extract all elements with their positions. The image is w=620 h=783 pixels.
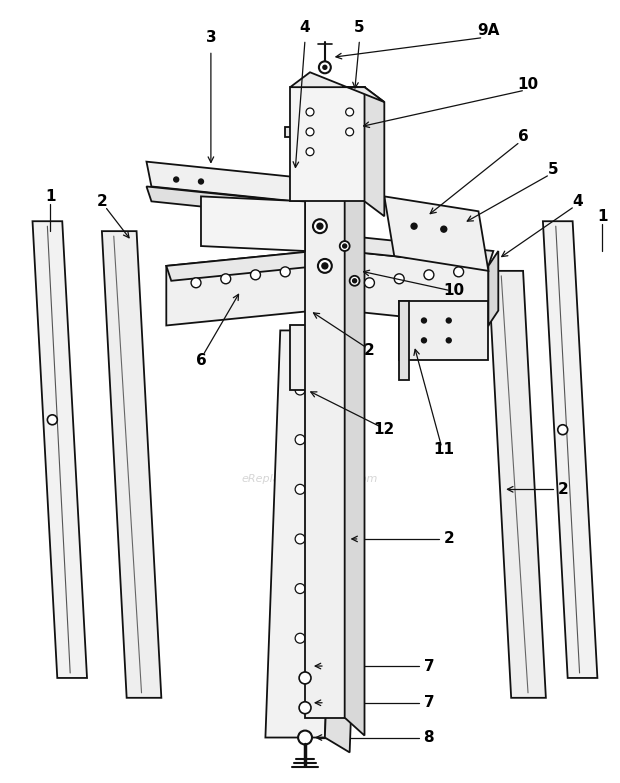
Polygon shape — [384, 197, 489, 271]
Circle shape — [295, 633, 305, 643]
Polygon shape — [543, 222, 598, 678]
Circle shape — [353, 279, 356, 283]
Circle shape — [441, 226, 447, 232]
Polygon shape — [345, 132, 365, 735]
Text: 10: 10 — [443, 283, 464, 298]
Text: 2: 2 — [557, 482, 568, 496]
Polygon shape — [399, 301, 409, 380]
Polygon shape — [265, 330, 340, 738]
Circle shape — [295, 435, 305, 445]
Circle shape — [306, 108, 314, 116]
Polygon shape — [32, 222, 87, 678]
Polygon shape — [290, 72, 384, 102]
Circle shape — [319, 61, 331, 74]
Polygon shape — [146, 161, 295, 201]
Text: 4: 4 — [299, 20, 311, 35]
Circle shape — [306, 128, 314, 135]
Polygon shape — [315, 251, 325, 326]
Circle shape — [306, 148, 314, 156]
Text: eReplacementParts.com: eReplacementParts.com — [242, 474, 378, 485]
Polygon shape — [489, 271, 546, 698]
Text: 7: 7 — [423, 695, 434, 710]
Circle shape — [424, 270, 434, 280]
Polygon shape — [345, 251, 489, 326]
Text: 9A: 9A — [477, 23, 500, 38]
Circle shape — [454, 267, 464, 277]
Circle shape — [295, 385, 305, 395]
Circle shape — [174, 177, 179, 182]
Text: 2: 2 — [443, 532, 454, 547]
Text: 3: 3 — [206, 30, 216, 45]
Text: 1: 1 — [45, 189, 56, 204]
Text: 5: 5 — [354, 20, 365, 35]
Circle shape — [317, 223, 323, 229]
Circle shape — [322, 263, 328, 269]
Circle shape — [280, 267, 290, 277]
Polygon shape — [201, 197, 305, 251]
Circle shape — [346, 128, 353, 135]
Circle shape — [446, 318, 451, 323]
Text: 2: 2 — [364, 343, 375, 358]
Circle shape — [343, 244, 347, 248]
Text: 11: 11 — [433, 442, 454, 457]
Circle shape — [250, 270, 260, 280]
Text: 4: 4 — [572, 194, 583, 209]
Text: 7: 7 — [423, 659, 434, 673]
Circle shape — [346, 108, 353, 116]
Polygon shape — [399, 301, 489, 360]
Circle shape — [295, 534, 305, 544]
Text: 2: 2 — [97, 194, 107, 209]
Circle shape — [365, 278, 374, 287]
Polygon shape — [285, 127, 370, 137]
Circle shape — [299, 702, 311, 713]
Circle shape — [298, 731, 312, 745]
Polygon shape — [305, 132, 345, 718]
Text: 10: 10 — [518, 77, 539, 92]
Circle shape — [198, 179, 203, 184]
Circle shape — [411, 223, 417, 229]
Circle shape — [422, 318, 427, 323]
Circle shape — [323, 65, 327, 70]
Polygon shape — [146, 186, 295, 216]
Text: 5: 5 — [547, 162, 558, 177]
Text: 6: 6 — [518, 129, 528, 144]
Polygon shape — [102, 231, 161, 698]
Polygon shape — [290, 326, 320, 390]
Circle shape — [295, 583, 305, 594]
Circle shape — [295, 485, 305, 494]
Polygon shape — [166, 251, 320, 281]
Circle shape — [191, 278, 201, 287]
Circle shape — [558, 424, 568, 435]
Circle shape — [318, 259, 332, 272]
Circle shape — [394, 274, 404, 283]
Polygon shape — [489, 251, 498, 326]
Circle shape — [313, 219, 327, 233]
Text: 12: 12 — [374, 422, 395, 437]
Circle shape — [340, 241, 350, 251]
Circle shape — [47, 415, 57, 424]
Circle shape — [422, 338, 427, 343]
Circle shape — [350, 276, 360, 286]
Polygon shape — [325, 330, 365, 752]
Circle shape — [221, 274, 231, 283]
Text: 6: 6 — [196, 352, 206, 368]
Circle shape — [446, 338, 451, 343]
Polygon shape — [365, 87, 384, 216]
Text: 1: 1 — [597, 209, 608, 224]
Polygon shape — [166, 251, 315, 326]
Text: 8: 8 — [423, 730, 434, 745]
Polygon shape — [345, 236, 494, 266]
Circle shape — [299, 672, 311, 684]
Polygon shape — [290, 87, 365, 201]
